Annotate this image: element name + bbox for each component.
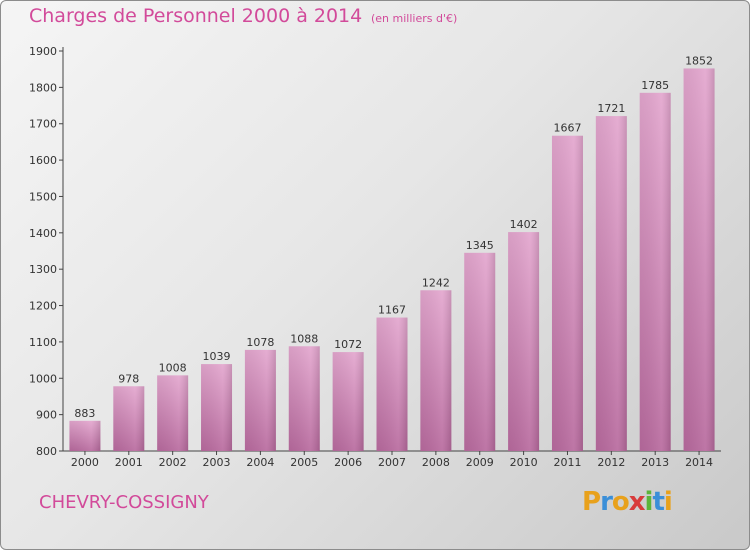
y-tick-label: 800 [36, 445, 57, 458]
data-label: 1852 [685, 54, 713, 67]
x-tick-label: 2007 [378, 456, 406, 469]
x-tick-label: 2003 [203, 456, 231, 469]
bar-shade [639, 92, 671, 452]
bar-shade [683, 68, 715, 452]
data-label: 1242 [422, 276, 450, 289]
x-tick-label: 2011 [553, 456, 581, 469]
y-tick-label: 1100 [29, 336, 57, 349]
bar-shade [157, 375, 189, 451]
y-tick-label: 1500 [29, 190, 57, 203]
y-tick-label: 1400 [29, 227, 57, 240]
y-tick-label: 1300 [29, 263, 57, 276]
chart-title: Charges de Personnel 2000 à 2014 [29, 5, 363, 27]
y-tick-label: 900 [36, 409, 57, 422]
logo-letter: i [644, 487, 654, 517]
bar-shade [376, 317, 408, 451]
bar-shade [69, 420, 101, 451]
chart-subtitle: (en milliers d'€) [371, 12, 458, 25]
logo-letter: x [628, 487, 646, 517]
x-tick-label: 2010 [510, 456, 538, 469]
y-tick-label: 1200 [29, 300, 57, 313]
bar-shade [244, 349, 276, 451]
logo-letter: o [611, 487, 630, 517]
x-tick-label: 2001 [115, 456, 143, 469]
bar-shade [420, 290, 452, 451]
place-name: CHEVRY-COSSIGNY [39, 492, 209, 513]
y-tick-label: 1000 [29, 372, 57, 385]
data-label: 1078 [246, 336, 274, 349]
y-tick-label: 1600 [29, 154, 57, 167]
x-tick-label: 2012 [597, 456, 625, 469]
x-tick-label: 2013 [641, 456, 669, 469]
x-tick-label: 2002 [159, 456, 187, 469]
logo-letter: P [582, 487, 601, 517]
logo-letter: r [600, 487, 613, 517]
bar-shade [464, 252, 496, 451]
bar-shade [113, 386, 145, 451]
bar-shade [201, 364, 233, 451]
bar-shade [508, 232, 540, 451]
x-tick-label: 2004 [246, 456, 274, 469]
y-tick-label: 1800 [29, 81, 57, 94]
x-tick-label: 2005 [290, 456, 318, 469]
data-label: 1088 [290, 332, 318, 345]
data-label: 978 [118, 372, 139, 385]
data-label: 1167 [378, 304, 406, 317]
data-label: 1039 [203, 350, 231, 363]
x-tick-label: 2008 [422, 456, 450, 469]
y-tick-label: 1700 [29, 118, 57, 131]
x-tick-label: 2014 [685, 456, 713, 469]
logo-letter: t [652, 487, 664, 517]
bar-shade [551, 135, 583, 451]
bar-shade [288, 346, 320, 451]
data-label: 1345 [466, 239, 494, 252]
x-tick-label: 2000 [71, 456, 99, 469]
logo-letter: i [663, 487, 673, 517]
data-label: 1072 [334, 338, 362, 351]
data-label: 1785 [641, 79, 669, 92]
x-tick-label: 2006 [334, 456, 362, 469]
proxiti-logo: Proxiti [582, 487, 673, 517]
data-label: 883 [74, 407, 95, 420]
data-label: 1667 [553, 122, 581, 135]
y-tick-label: 1900 [29, 45, 57, 58]
x-tick-label: 2009 [466, 456, 494, 469]
bar-shade [595, 116, 627, 451]
data-label: 1721 [597, 102, 625, 115]
bar-shade [332, 352, 364, 451]
data-label: 1008 [159, 361, 187, 374]
data-label: 1402 [510, 218, 538, 231]
